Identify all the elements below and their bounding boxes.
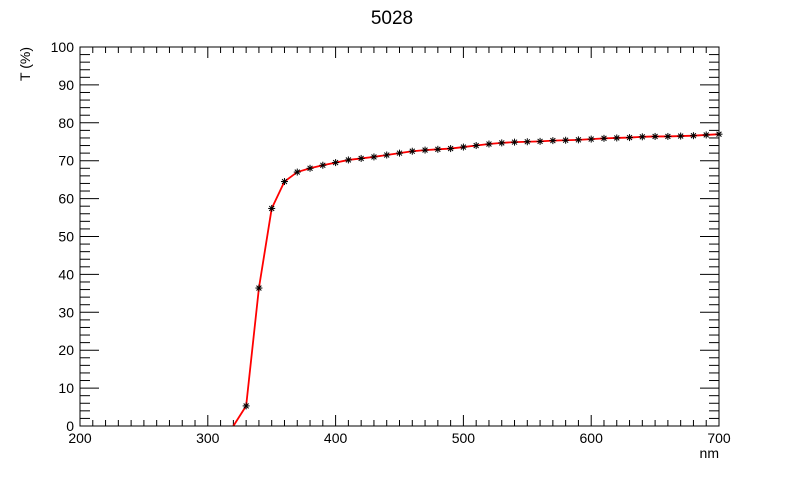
- plot-frame: [79, 46, 720, 427]
- y-tick-label: 100: [51, 39, 75, 55]
- data-point: [677, 132, 685, 140]
- x-tick-label: 300: [196, 430, 220, 446]
- data-point: [293, 168, 301, 176]
- data-point: [459, 143, 467, 151]
- x-tick-label: 600: [580, 430, 604, 446]
- x-tick-label: 500: [452, 430, 476, 446]
- data-point: [396, 149, 403, 157]
- data-point: [549, 137, 557, 145]
- data-point: [306, 164, 314, 172]
- data-point: [344, 156, 352, 164]
- y-tick-label: 20: [58, 342, 74, 358]
- data-point: [357, 154, 365, 162]
- data-point: [447, 145, 455, 153]
- data-point: [626, 134, 634, 142]
- data-point: [268, 204, 276, 212]
- data-point: [421, 146, 429, 154]
- data-point: [613, 134, 621, 142]
- data-point: [638, 133, 646, 141]
- data-point: [511, 138, 519, 146]
- y-tick-label: 70: [58, 153, 74, 169]
- data-point: [242, 402, 250, 410]
- data-point: [319, 161, 327, 169]
- x-tick-label: 200: [68, 430, 92, 446]
- y-axis-title: T (%): [17, 47, 33, 81]
- chart-title: 5028: [371, 8, 413, 29]
- data-point: [587, 135, 595, 143]
- y-tick-label: 40: [58, 266, 74, 282]
- data-point: [255, 284, 263, 292]
- y-tick-label: 30: [58, 304, 74, 320]
- data-point: [689, 132, 697, 140]
- x-tick-label: 400: [324, 430, 348, 446]
- data-point: [523, 138, 531, 146]
- data-point: [536, 137, 544, 145]
- data-point: [702, 131, 710, 139]
- x-tick-label: 700: [707, 430, 731, 446]
- y-tick-label: 10: [58, 380, 74, 396]
- data-point: [574, 136, 582, 144]
- y-tick-label: 80: [58, 115, 74, 131]
- data-point: [408, 147, 416, 155]
- data-point: [498, 139, 506, 147]
- data-point: [664, 132, 672, 140]
- data-point: [485, 140, 493, 148]
- data-point: [332, 159, 340, 167]
- series-line: [232, 133, 720, 427]
- data-point: [651, 132, 659, 140]
- y-tick-label: 90: [58, 77, 74, 93]
- y-tick-label: 60: [58, 191, 74, 207]
- plot-area: 200 300 400 500 600 700 0 10 20 30 40 50 60 70 80 90 100: [51, 39, 731, 446]
- y-tick-label: 0: [66, 418, 74, 434]
- data-point: [472, 142, 480, 150]
- data-point: [280, 178, 288, 186]
- data-point: [370, 153, 378, 161]
- data-point: [383, 151, 391, 159]
- x-axis-title: nm: [700, 445, 719, 461]
- data-point: [600, 134, 608, 142]
- data-point: [434, 145, 442, 153]
- data-point: [562, 136, 570, 144]
- y-tick-label: 50: [58, 229, 74, 245]
